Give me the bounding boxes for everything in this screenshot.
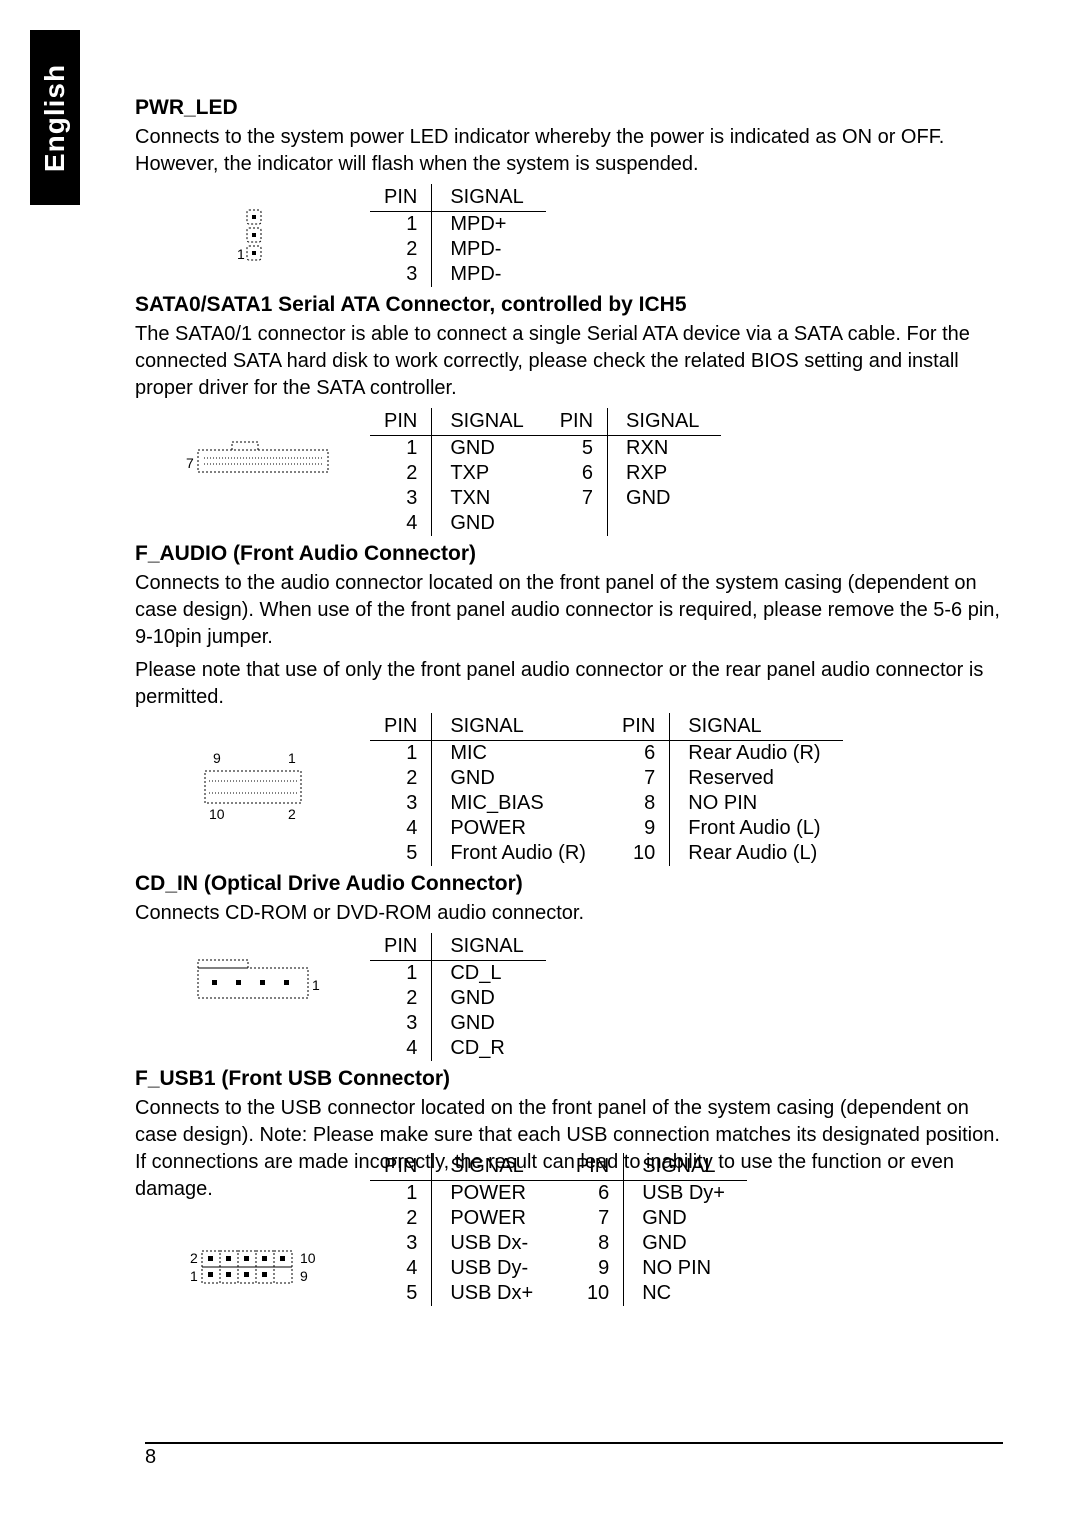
th: PIN (370, 184, 432, 212)
table-cdin: PIN SIGNAL 1CD_L 2GND 3GND 4CD_R (370, 933, 546, 1061)
content-area: PWR_LED Connects to the system power LED… (135, 90, 1005, 1343)
svg-text:1: 1 (288, 750, 296, 766)
block-faudio: 9 1 10 2 PIN SIGNAL PIN SIGNAL (135, 713, 1005, 866)
diagram-sata: 7 (135, 408, 370, 508)
svg-text:2: 2 (190, 1250, 198, 1266)
block-pwrled: 1 PIN SIGNAL (135, 184, 1005, 287)
pin-label: 7 (186, 455, 194, 471)
block-fusb: 2 10 1 9 PIN SIGNAL (135, 1153, 1005, 1343)
language-tab: English (30, 30, 80, 205)
diagram-pwrled: 1 (135, 184, 370, 284)
svg-text:1: 1 (312, 977, 320, 993)
page: English PWR_LED Connects to the system p… (0, 0, 1080, 1529)
para: Please note that use of only the front p… (135, 657, 1005, 711)
svg-text:2: 2 (288, 806, 296, 822)
section-title-fusb: F_USB1 (Front USB Connector) (135, 1067, 1005, 1091)
svg-text:10: 10 (300, 1250, 316, 1266)
table-faudio: PIN SIGNAL PIN SIGNAL 1MIC6Rear Audio (R… (370, 713, 843, 866)
section-title-pwrled: PWR_LED (135, 96, 1005, 120)
para: Connects to the system power LED indicat… (135, 124, 1005, 178)
para: The SATA0/1 connector is able to connect… (135, 321, 1005, 402)
table-sata: PIN SIGNAL PIN SIGNAL 1GND5RXN 2TXP6RXP … (370, 408, 721, 536)
table-pwrled: PIN SIGNAL 1MPD+ 2MPD- 3MPD- (370, 184, 546, 287)
section-title-cdin: CD_IN (Optical Drive Audio Connector) (135, 872, 1005, 896)
table-fusb: PIN SIGNAL PIN SIGNAL 1POWER6USB Dy+ 2PO… (370, 1153, 747, 1306)
block-sata: 7 PIN SIGNAL PIN SIGNAL 1GND5RXN (135, 408, 1005, 536)
svg-text:9: 9 (213, 750, 221, 766)
para: Connects to the audio connector located … (135, 570, 1005, 651)
pin-label: 1 (237, 246, 245, 262)
block-cdin: 1 PIN SIGNAL 1CD_L 2GND 3GND 4CD_R (135, 933, 1005, 1061)
th: SIGNAL (432, 184, 546, 212)
diagram-cdin: 1 (135, 933, 370, 1033)
diagram-fusb: 2 10 1 9 (135, 1193, 370, 1343)
svg-text:10: 10 (209, 806, 225, 822)
page-number: 8 (145, 1442, 1003, 1469)
language-label: English (39, 63, 71, 171)
para: Connects CD-ROM or DVD-ROM audio connect… (135, 900, 1005, 927)
diagram-faudio: 9 1 10 2 (135, 713, 370, 863)
svg-text:1: 1 (190, 1268, 198, 1284)
section-title-sata: SATA0/SATA1 Serial ATA Connector, contro… (135, 293, 1005, 317)
section-title-faudio: F_AUDIO (Front Audio Connector) (135, 542, 1005, 566)
svg-text:9: 9 (300, 1268, 308, 1284)
